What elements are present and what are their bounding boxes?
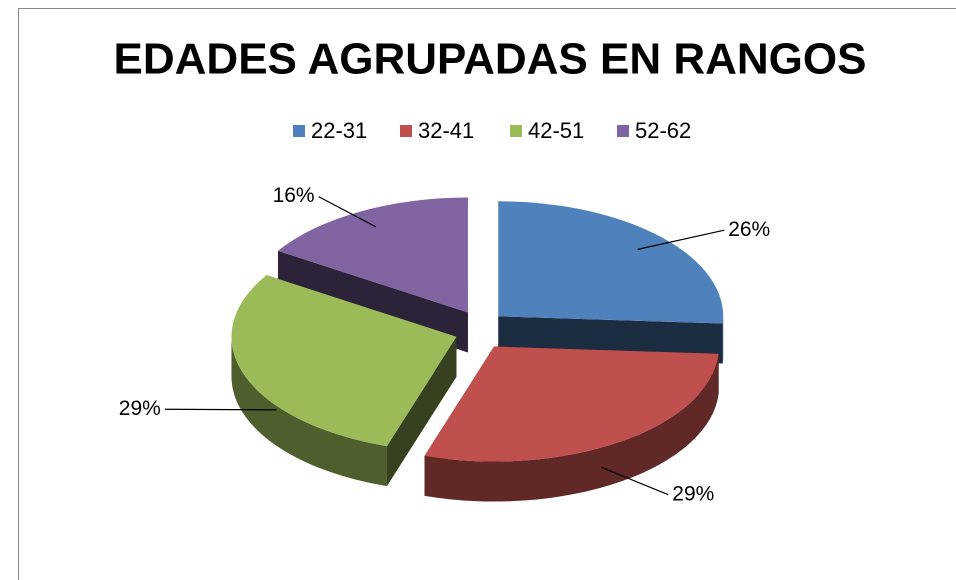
leader-line — [637, 229, 725, 250]
slice — [277, 197, 468, 313]
legend-swatch — [400, 125, 412, 137]
data-label: 29% — [672, 482, 714, 505]
legend-swatch — [617, 125, 629, 137]
chart-title: EDADES AGRUPADAS EN RANGOS — [114, 35, 867, 84]
legend-swatch — [510, 125, 522, 137]
legend-label: 52-62 — [635, 118, 691, 143]
legend-label: 42-51 — [528, 118, 584, 143]
legend-label: 32-41 — [418, 118, 474, 143]
data-label: 16% — [273, 184, 315, 207]
data-label: 26% — [728, 218, 770, 241]
leader-line — [318, 196, 377, 228]
slice — [424, 346, 719, 462]
data-label: 29% — [119, 397, 161, 420]
leader-line — [164, 408, 277, 411]
legend-swatch — [293, 125, 305, 137]
slice-side — [386, 336, 457, 487]
slice — [231, 275, 457, 447]
slice — [498, 201, 724, 324]
slice-wall — [424, 353, 719, 502]
slice-wall — [231, 336, 387, 487]
leader-line — [601, 466, 669, 496]
legend-label: 22-31 — [311, 118, 367, 143]
